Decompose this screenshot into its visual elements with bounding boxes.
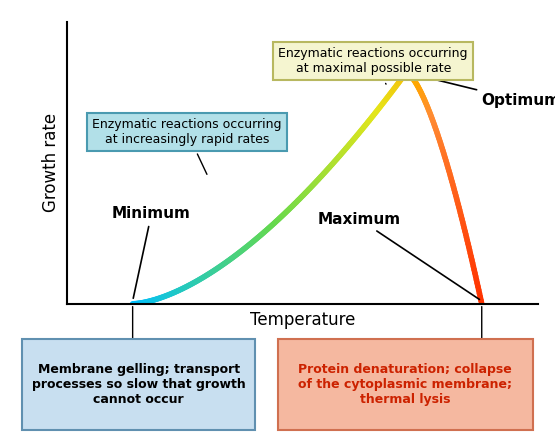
Text: Enzymatic reactions occurring
at increasingly rapid rates: Enzymatic reactions occurring at increas… bbox=[92, 118, 281, 174]
FancyBboxPatch shape bbox=[22, 339, 255, 430]
Text: Membrane gelling; transport
processes so slow that growth
cannot occur: Membrane gelling; transport processes so… bbox=[32, 362, 246, 406]
X-axis label: Temperature: Temperature bbox=[250, 311, 355, 329]
Y-axis label: Growth rate: Growth rate bbox=[42, 113, 59, 212]
FancyBboxPatch shape bbox=[278, 339, 533, 430]
Text: Minimum: Minimum bbox=[112, 206, 191, 298]
Text: Maximum: Maximum bbox=[317, 212, 480, 299]
Text: Protein denaturation; collapse
of the cytoplasmic membrane;
thermal lysis: Protein denaturation; collapse of the cy… bbox=[298, 362, 512, 406]
Text: Optimum: Optimum bbox=[409, 73, 555, 108]
Text: Enzymatic reactions occurring
at maximal possible rate: Enzymatic reactions occurring at maximal… bbox=[279, 47, 468, 84]
